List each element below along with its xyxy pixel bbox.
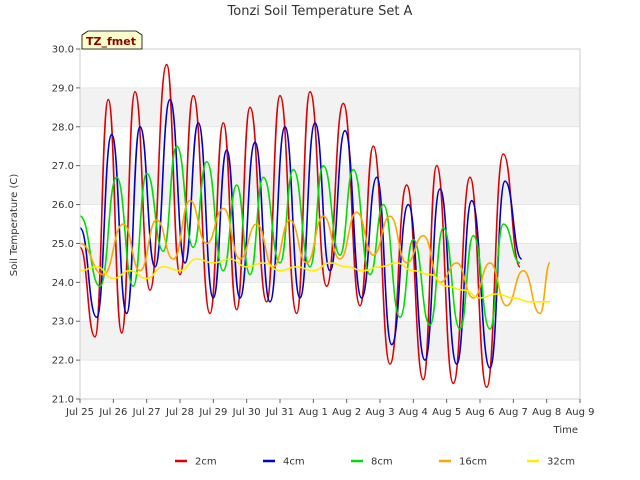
legend-label-4cm: 4cm — [283, 457, 305, 468]
y-tick-label: 27.0 — [52, 161, 74, 172]
x-tick-label: Aug 5 — [432, 407, 461, 418]
x-tick-label: Aug 8 — [532, 407, 561, 418]
y-tick-label: 21.0 — [52, 395, 74, 406]
series-line-4cm — [79, 98, 523, 369]
y-axis: 21.0 22.0 23.0 24.0 25.0 26.0 27.0 28.0 29.0 30.0 — [52, 45, 80, 406]
y-tick-label: 24.0 — [52, 278, 74, 289]
x-tick-label: Jul 28 — [165, 407, 194, 418]
x-axis-title: Time — [553, 425, 578, 436]
x-tick-label: Aug 9 — [565, 407, 594, 418]
x-tick-label: Jul 30 — [232, 407, 261, 418]
x-tick-label: Aug 6 — [465, 407, 494, 418]
legend: 2cm 4cm 8cm 16cm 32cm — [175, 457, 575, 468]
y-tick-label: 23.0 — [52, 317, 74, 328]
grid-band — [80, 321, 580, 361]
x-tick-label: Aug 7 — [499, 407, 528, 418]
legend-label-8cm: 8cm — [371, 457, 393, 468]
chart-title: Tonzi Soil Temperature Set A — [227, 4, 413, 19]
x-tick-label: Jul 31 — [265, 407, 294, 418]
annotation-tag-text: TZ_fmet — [86, 35, 136, 48]
series-line-2cm — [79, 63, 521, 389]
plot-frame — [79, 48, 581, 400]
x-tick-label: Jul 29 — [198, 407, 227, 418]
series-lines — [79, 63, 551, 389]
x-tick-label: Jul 25 — [65, 407, 94, 418]
x-tick-label: Jul 26 — [98, 407, 127, 418]
x-tick-label: Jul 27 — [132, 407, 161, 418]
annotation-tag: TZ_fmet — [81, 30, 143, 50]
y-axis-title: Soil Temperature (C) — [9, 174, 20, 277]
legend-label-16cm: 16cm — [459, 457, 487, 468]
x-tick-label: Aug 4 — [399, 407, 428, 418]
legend-label-2cm: 2cm — [195, 457, 217, 468]
series-line-32cm — [79, 258, 550, 303]
x-tick-label: Aug 1 — [299, 407, 328, 418]
y-tick-label: 26.0 — [52, 200, 74, 211]
grid-band — [80, 87, 580, 127]
x-axis: Jul 25 Jul 26 Jul 27 Jul 28 Jul 29 Jul 30 Jul … — [65, 399, 595, 418]
y-tick-label: 28.0 — [52, 122, 74, 133]
y-tick-label: 22.0 — [52, 356, 74, 367]
annotation-tag-shape — [81, 30, 143, 50]
y-tick-label: 29.0 — [52, 83, 74, 94]
series-line-16cm — [79, 199, 551, 315]
y-tick-label: 30.0 — [52, 45, 74, 56]
x-tick-label: Aug 2 — [332, 407, 361, 418]
legend-label-32cm: 32cm — [547, 457, 575, 468]
x-tick-label: Aug 3 — [365, 407, 394, 418]
series-line-8cm — [79, 145, 521, 330]
y-tick-label: 25.0 — [52, 239, 74, 250]
